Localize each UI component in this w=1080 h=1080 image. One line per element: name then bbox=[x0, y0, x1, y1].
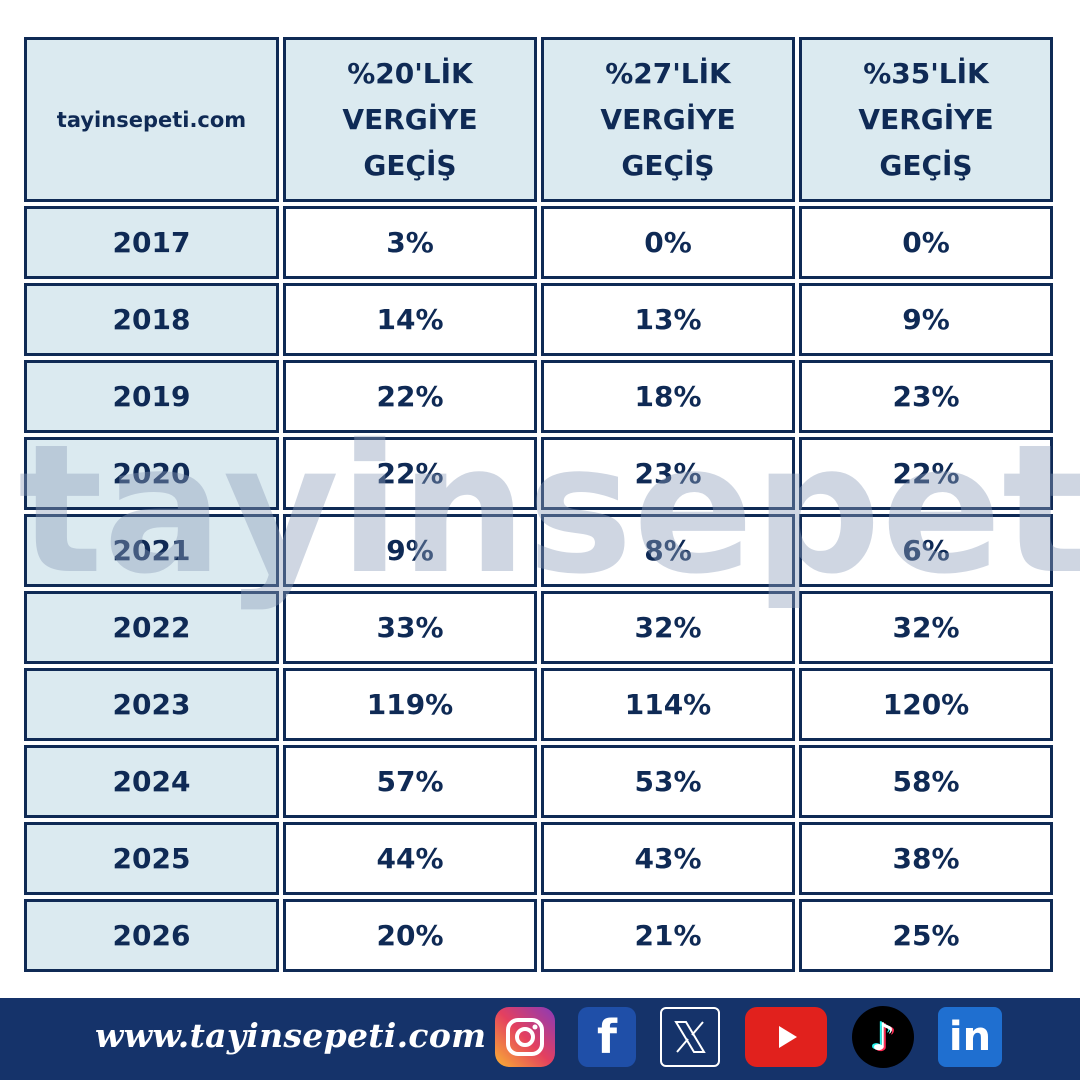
rate-cell: 43% bbox=[541, 822, 795, 895]
rate-cell: 8% bbox=[541, 514, 795, 587]
table-row: 2022 33% 32% 32% bbox=[24, 591, 1057, 664]
tax-table: tayinsepeti.com %20'LİK VERGİYE GEÇİŞ %2… bbox=[24, 37, 1057, 976]
rate-cell: 21% bbox=[541, 899, 795, 972]
rate-cell: 114% bbox=[541, 668, 795, 741]
rate-cell: 38% bbox=[799, 822, 1053, 895]
table-header-row: tayinsepeti.com %20'LİK VERGİYE GEÇİŞ %2… bbox=[24, 37, 1057, 202]
tiktok-icon[interactable]: ♪ bbox=[852, 1006, 914, 1068]
table-body: 2017 3% 0% 0% 2018 14% 13% 9% 2019 22% 18% 23% 2020 2… bbox=[24, 206, 1057, 972]
rate-cell: 32% bbox=[799, 591, 1053, 664]
header-brand-cell: tayinsepeti.com bbox=[24, 37, 279, 202]
rate-cell: 25% bbox=[799, 899, 1053, 972]
table-row: 2018 14% 13% 9% bbox=[24, 283, 1057, 356]
rate-cell: 9% bbox=[283, 514, 537, 587]
year-cell: 2022 bbox=[24, 591, 279, 664]
rate-cell: 119% bbox=[283, 668, 537, 741]
footer-bar: www.tayinsepeti.com f ♪ in bbox=[0, 998, 1080, 1080]
rate-cell: 9% bbox=[799, 283, 1053, 356]
rate-cell: 44% bbox=[283, 822, 537, 895]
table-row: 2024 57% 53% 58% bbox=[24, 745, 1057, 818]
rate-cell: 57% bbox=[283, 745, 537, 818]
rate-cell: 120% bbox=[799, 668, 1053, 741]
rate-cell: 22% bbox=[283, 360, 537, 433]
rate-cell: 20% bbox=[283, 899, 537, 972]
table-row: 2019 22% 18% 23% bbox=[24, 360, 1057, 433]
rate-cell: 18% bbox=[541, 360, 795, 433]
rate-cell: 22% bbox=[283, 437, 537, 510]
rate-cell: 6% bbox=[799, 514, 1053, 587]
website-url[interactable]: www.tayinsepeti.com bbox=[95, 1016, 487, 1055]
header-col-20: %20'LİK VERGİYE GEÇİŞ bbox=[283, 37, 537, 202]
header-col-27: %27'LİK VERGİYE GEÇİŞ bbox=[541, 37, 795, 202]
year-cell: 2021 bbox=[24, 514, 279, 587]
rate-cell: 23% bbox=[799, 360, 1053, 433]
year-cell: 2025 bbox=[24, 822, 279, 895]
rate-cell: 33% bbox=[283, 591, 537, 664]
youtube-icon[interactable] bbox=[745, 1007, 827, 1067]
x-icon[interactable] bbox=[660, 1007, 720, 1067]
table-row: 2017 3% 0% 0% bbox=[24, 206, 1057, 279]
year-cell: 2018 bbox=[24, 283, 279, 356]
rate-cell: 23% bbox=[541, 437, 795, 510]
rate-cell: 0% bbox=[541, 206, 795, 279]
year-cell: 2019 bbox=[24, 360, 279, 433]
table-row: 2020 22% 23% 22% bbox=[24, 437, 1057, 510]
rate-cell: 32% bbox=[541, 591, 795, 664]
table-row: 2025 44% 43% 38% bbox=[24, 822, 1057, 895]
linkedin-icon[interactable]: in bbox=[938, 1007, 1002, 1067]
instagram-icon[interactable] bbox=[495, 1007, 555, 1067]
year-cell: 2020 bbox=[24, 437, 279, 510]
year-cell: 2024 bbox=[24, 745, 279, 818]
table-row: 2026 20% 21% 25% bbox=[24, 899, 1057, 972]
facebook-icon[interactable]: f bbox=[578, 1007, 636, 1067]
rate-cell: 58% bbox=[799, 745, 1053, 818]
rate-cell: 14% bbox=[283, 283, 537, 356]
rate-cell: 53% bbox=[541, 745, 795, 818]
rate-cell: 13% bbox=[541, 283, 795, 356]
rate-cell: 22% bbox=[799, 437, 1053, 510]
header-col-35: %35'LİK VERGİYE GEÇİŞ bbox=[799, 37, 1053, 202]
table-row: 2021 9% 8% 6% bbox=[24, 514, 1057, 587]
year-cell: 2017 bbox=[24, 206, 279, 279]
rate-cell: 0% bbox=[799, 206, 1053, 279]
rate-cell: 3% bbox=[283, 206, 537, 279]
table-row: 2023 119% 114% 120% bbox=[24, 668, 1057, 741]
year-cell: 2026 bbox=[24, 899, 279, 972]
year-cell: 2023 bbox=[24, 668, 279, 741]
